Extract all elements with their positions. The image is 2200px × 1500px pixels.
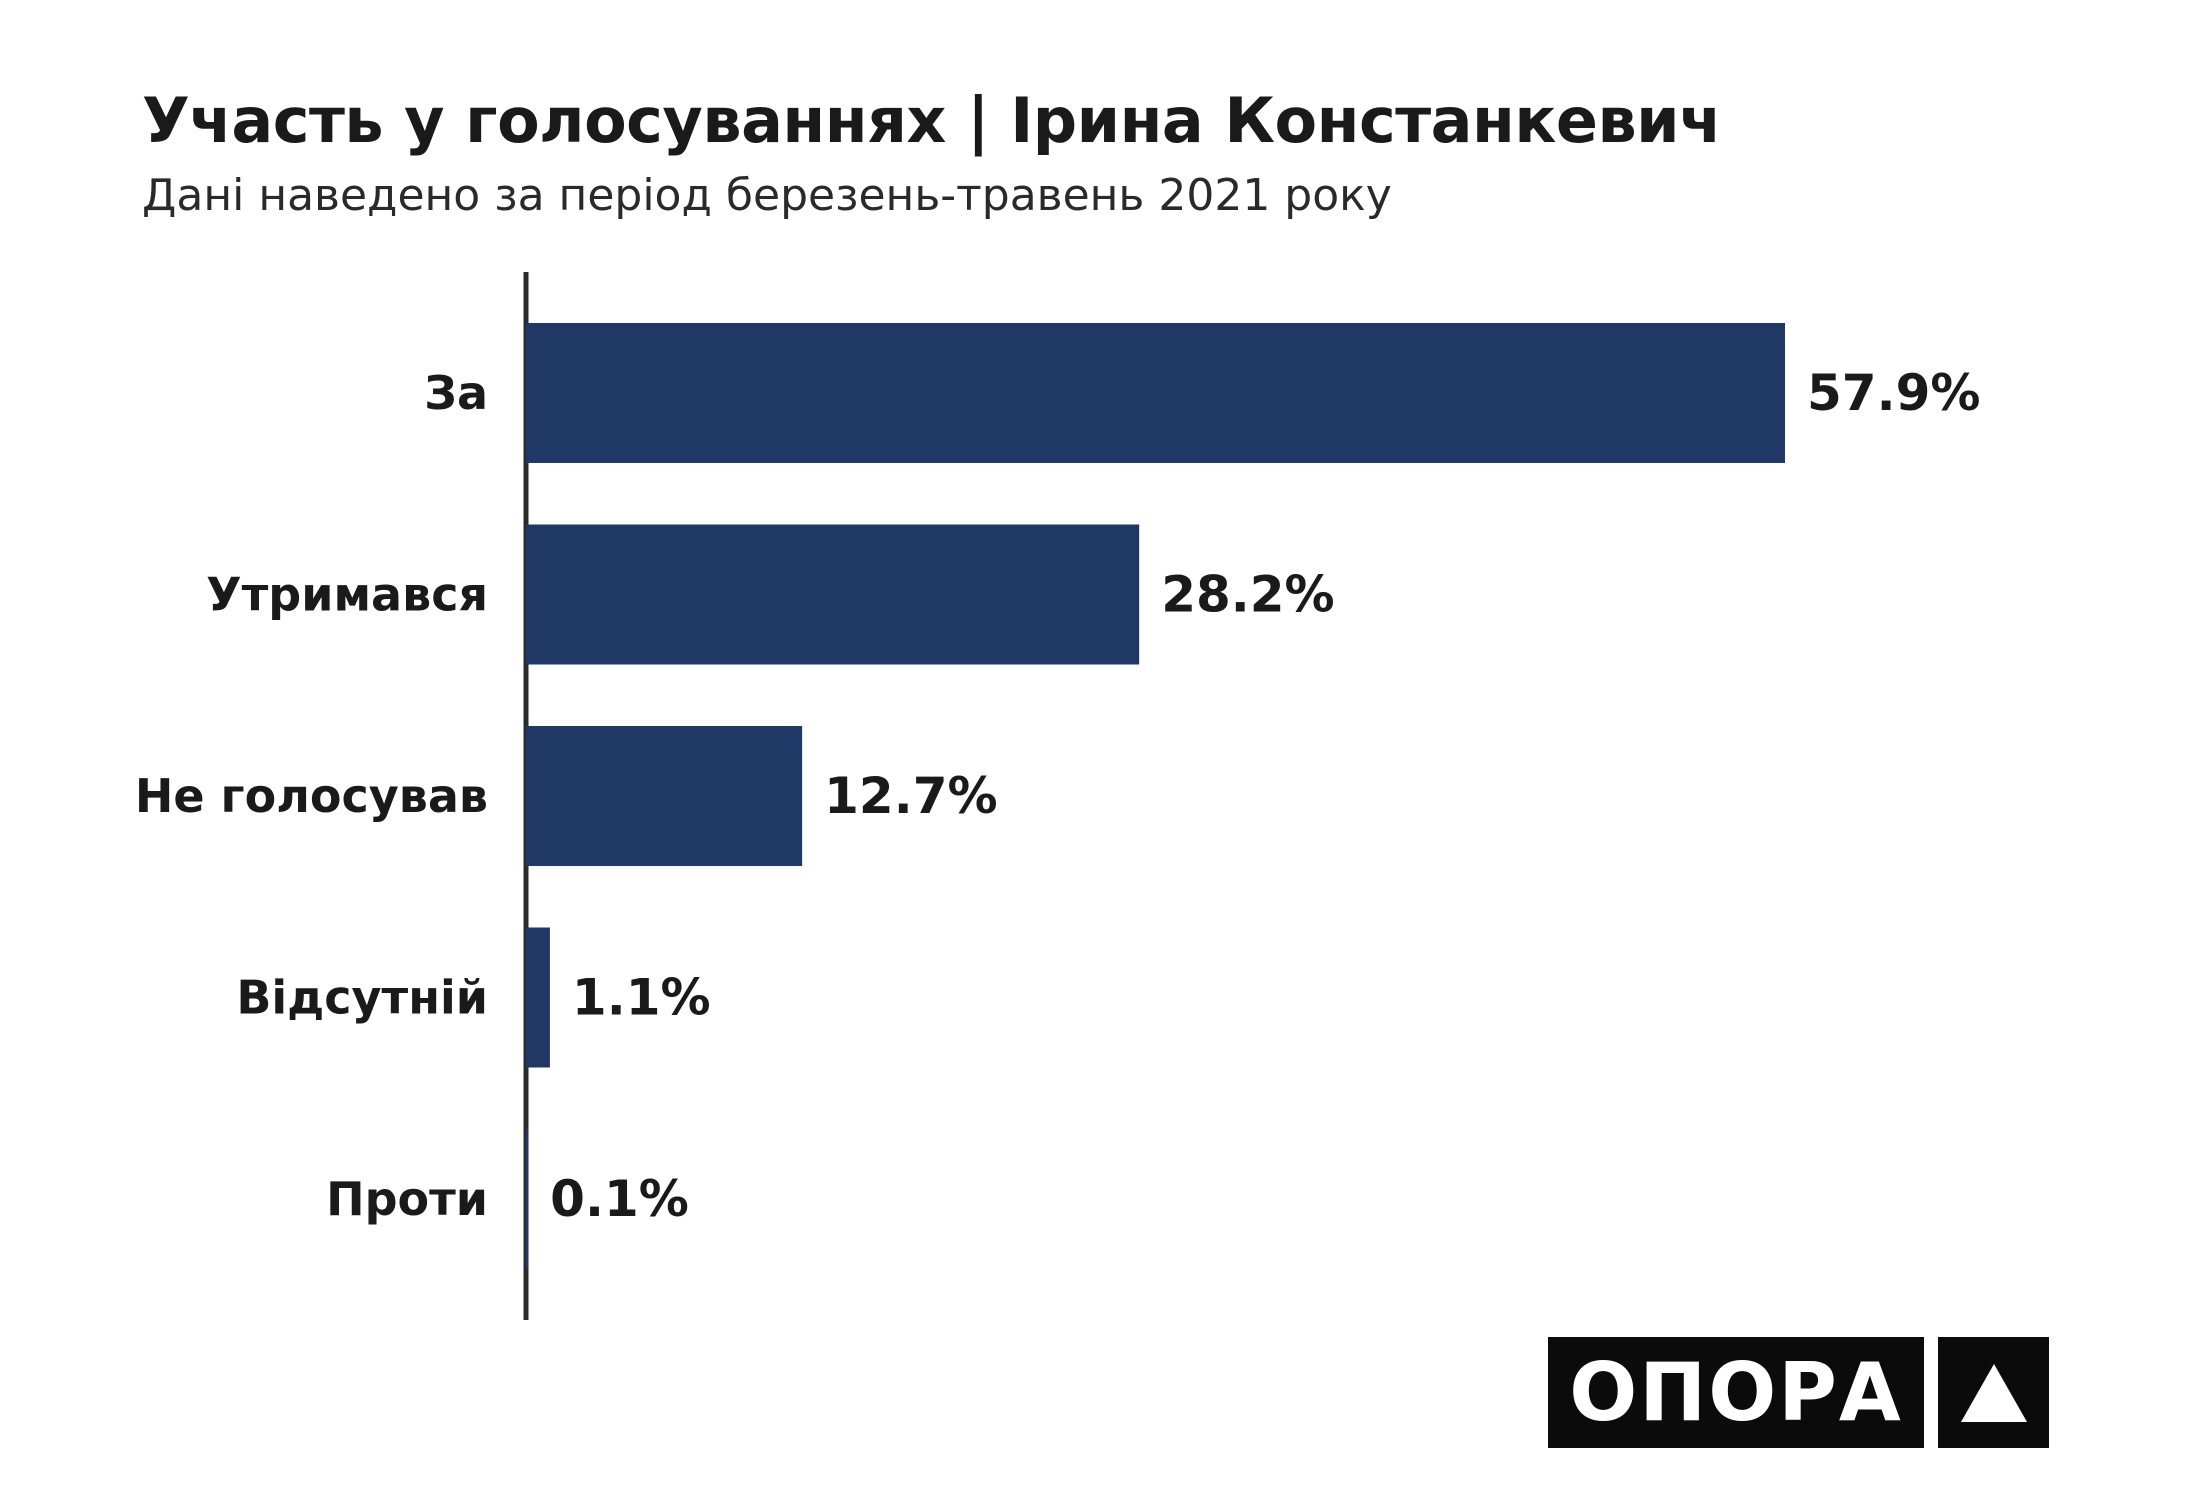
- bar-0: [526, 323, 1785, 463]
- value-label-2: 12.7%: [824, 767, 997, 825]
- category-label-3: Відсутній: [236, 971, 488, 1025]
- category-label-0: За: [424, 366, 488, 420]
- chart-title: Участь у голосуваннях | Ірина Констанкев…: [142, 84, 1722, 157]
- logo-text: ОПОРА: [1548, 1337, 1924, 1448]
- bars-group: За 57.9% Утримався 28.2% Не голосував 12.7% Ві…: [135, 323, 1980, 1269]
- triangle-icon: [1938, 1337, 2049, 1448]
- triangle-icon-shape: [1960, 1363, 2027, 1422]
- bar-4: [526, 1129, 529, 1269]
- category-label-2: Не голосував: [135, 769, 488, 823]
- bar-3: [526, 927, 550, 1068]
- value-label-1: 28.2%: [1161, 566, 1334, 624]
- category-label-4: Проти: [326, 1172, 488, 1226]
- value-label-0: 57.9%: [1807, 364, 1980, 422]
- value-label-4: 0.1%: [550, 1170, 689, 1228]
- bar-1: [526, 524, 1140, 665]
- opora-logo: ОПОРА: [1548, 1337, 2049, 1448]
- category-label-1: Утримався: [206, 568, 488, 622]
- bar-2: [526, 726, 803, 866]
- value-label-3: 1.1%: [572, 969, 711, 1027]
- chart-subtitle: Дані наведено за період березень-травень…: [142, 170, 1392, 221]
